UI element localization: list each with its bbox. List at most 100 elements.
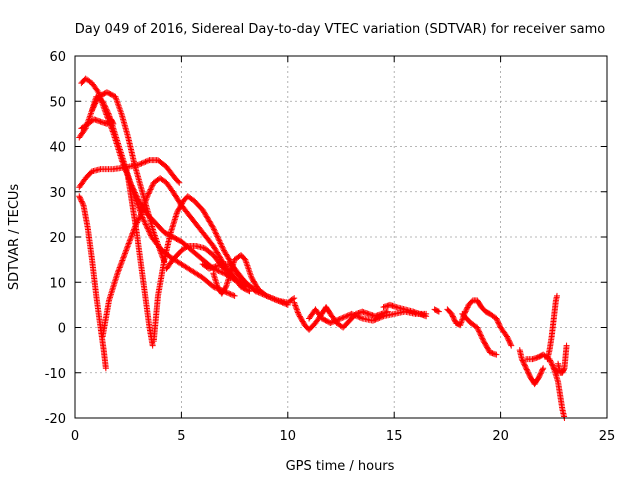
data-point xyxy=(341,313,348,320)
data-point xyxy=(245,267,252,274)
data-point xyxy=(371,317,378,324)
data-point xyxy=(179,200,186,207)
data-point xyxy=(451,317,458,324)
data-point xyxy=(295,310,302,317)
data-point xyxy=(464,304,471,311)
data-point xyxy=(224,289,231,296)
data-point xyxy=(176,205,183,212)
data-point xyxy=(251,279,258,286)
data-point xyxy=(474,324,481,331)
y-tick-label: 60 xyxy=(49,50,66,65)
data-point xyxy=(210,224,217,231)
data-point xyxy=(369,317,376,324)
data-point xyxy=(563,342,570,349)
data-point xyxy=(344,312,351,319)
series-arc21 xyxy=(544,292,560,363)
data-point xyxy=(434,308,441,315)
data-point xyxy=(174,207,181,214)
series-arc18 xyxy=(459,310,500,358)
data-point xyxy=(521,362,528,369)
data-point xyxy=(110,120,117,127)
data-point xyxy=(267,294,274,301)
data-point xyxy=(246,268,253,275)
data-point xyxy=(376,314,383,321)
data-point xyxy=(332,317,339,324)
data-point xyxy=(135,196,142,203)
data-point xyxy=(353,313,360,320)
data-point xyxy=(148,185,155,192)
data-point xyxy=(300,319,307,326)
data-point xyxy=(219,244,226,251)
data-point xyxy=(227,291,234,298)
x-tick-label: 10 xyxy=(280,429,297,444)
data-point xyxy=(135,204,142,211)
data-point xyxy=(459,316,466,323)
data-point xyxy=(451,316,458,323)
data-point xyxy=(92,99,99,106)
data-point xyxy=(109,127,116,134)
data-point xyxy=(327,319,334,326)
data-point xyxy=(79,201,86,208)
data-point xyxy=(525,370,532,377)
data-point xyxy=(143,222,150,229)
data-point xyxy=(244,264,251,271)
data-point xyxy=(176,204,183,211)
data-point xyxy=(351,312,358,319)
data-point xyxy=(536,372,543,379)
data-point xyxy=(87,111,94,118)
data-point xyxy=(145,227,152,234)
data-point xyxy=(252,282,259,289)
data-point xyxy=(292,302,299,309)
series-arc8 xyxy=(125,175,156,349)
data-point xyxy=(115,101,122,108)
data-point xyxy=(521,361,528,368)
data-point xyxy=(102,110,109,117)
data-point xyxy=(94,87,101,94)
data-point xyxy=(479,335,486,342)
data-point xyxy=(485,346,492,353)
data-point xyxy=(457,320,464,327)
data-point xyxy=(357,314,364,321)
data-point xyxy=(123,168,130,175)
data-point xyxy=(145,157,152,164)
data-point xyxy=(116,265,123,272)
data-point xyxy=(448,310,455,317)
data-point xyxy=(101,107,108,114)
data-point xyxy=(548,361,555,368)
data-point xyxy=(123,169,130,176)
data-point xyxy=(343,313,350,320)
data-point xyxy=(553,292,560,299)
data-point xyxy=(298,315,305,322)
y-tick-label: 40 xyxy=(49,141,66,156)
data-point xyxy=(242,258,249,265)
data-point xyxy=(78,198,85,205)
data-point xyxy=(292,303,299,310)
data-point xyxy=(141,159,148,166)
data-point xyxy=(231,292,238,299)
data-point xyxy=(297,314,304,321)
data-point xyxy=(115,267,122,274)
data-point xyxy=(118,260,125,267)
data-point xyxy=(483,343,490,350)
data-point xyxy=(463,307,470,314)
data-point xyxy=(218,269,225,276)
data-point xyxy=(89,107,96,114)
data-point xyxy=(245,287,252,294)
data-point xyxy=(243,261,250,268)
series-arc23 xyxy=(555,342,570,376)
data-point xyxy=(177,202,184,209)
data-point xyxy=(372,316,379,323)
series-arc3 xyxy=(76,193,109,372)
data-point xyxy=(377,314,384,321)
data-point xyxy=(136,214,143,221)
data-point xyxy=(140,217,147,224)
data-point xyxy=(220,246,227,253)
data-point xyxy=(449,312,456,319)
data-point xyxy=(126,239,133,246)
data-point xyxy=(476,329,483,336)
series-arc15 xyxy=(380,301,430,320)
data-point xyxy=(547,358,554,365)
data-point xyxy=(176,179,183,186)
data-point xyxy=(108,124,115,131)
data-point xyxy=(477,331,484,338)
